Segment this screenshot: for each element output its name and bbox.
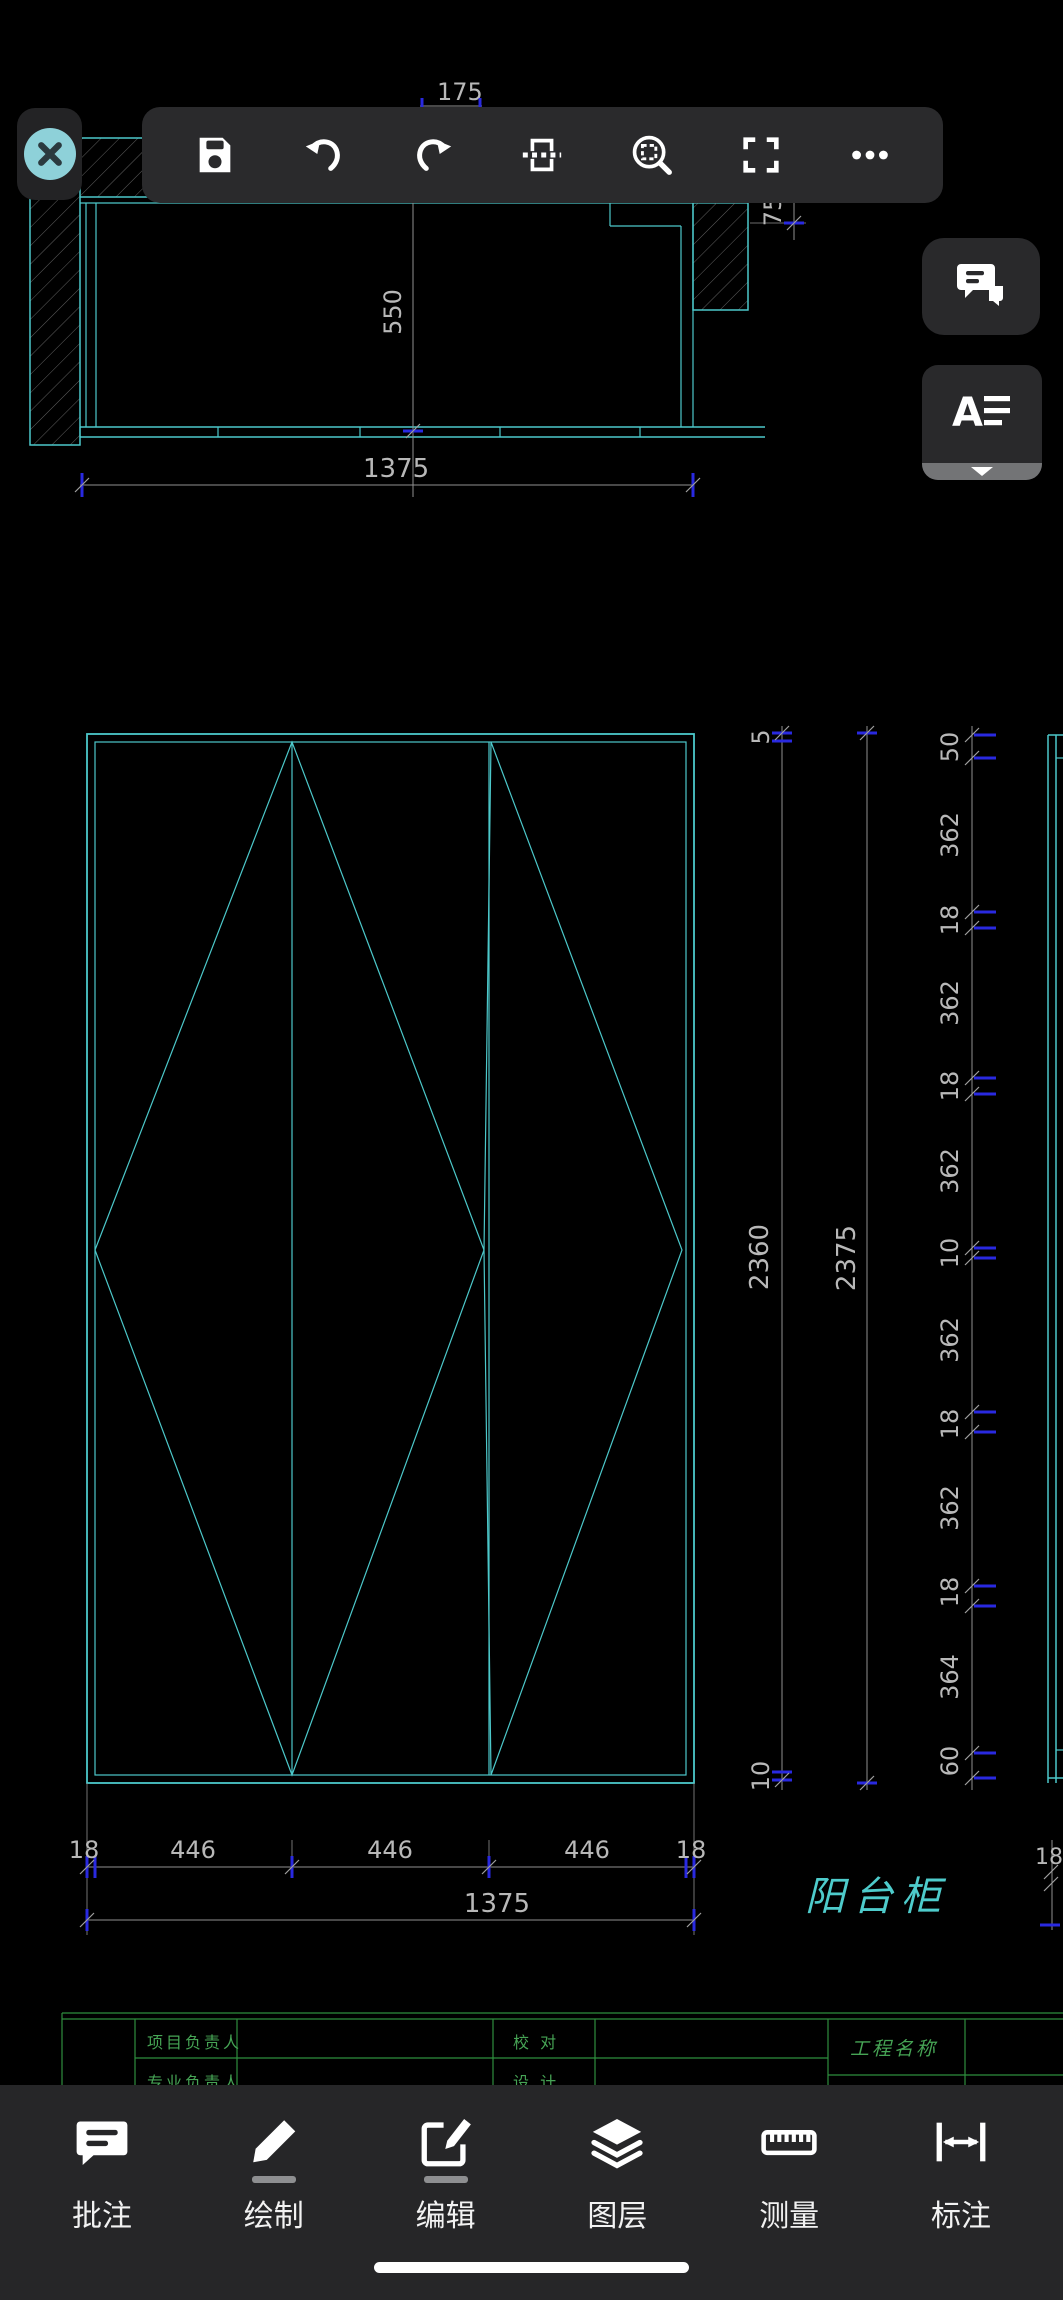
active-underbar: [423, 2176, 468, 2183]
text-style-icon: A: [952, 390, 1012, 439]
chain-dim: 10: [936, 1238, 964, 1269]
title-block-text: 项目负责人 专业负责人 校 对 设 计 工程名称: [147, 2033, 938, 2092]
dim-label: 446: [170, 1836, 216, 1864]
chain-dim: 18: [936, 1071, 964, 1102]
dim-line-2375: 2375: [832, 725, 877, 1791]
comments-button[interactable]: [922, 238, 1040, 335]
dim-label: 18: [1035, 1845, 1063, 1870]
edit-square-icon: [417, 2113, 475, 2176]
tool-edit[interactable]: 编辑: [388, 2085, 504, 2300]
chevron-down-icon: [971, 467, 993, 476]
chain-dim: 364: [936, 1654, 964, 1700]
tool-label: 测量: [759, 2200, 820, 2233]
dim-label: 18: [69, 1836, 100, 1864]
speech-bubbles-icon: [955, 260, 1007, 313]
dim-label: 175: [437, 78, 483, 106]
dim-chain-bottom: 18 446 446 446 18 1375: [69, 1783, 707, 1935]
tool-label: 标注: [930, 2200, 991, 2233]
style-dropdown-strip[interactable]: [922, 463, 1042, 480]
layers-icon: [588, 2113, 646, 2176]
redo-button[interactable]: [407, 129, 459, 181]
dim-label: 18: [676, 1836, 707, 1864]
chain-dim: 18: [936, 1409, 964, 1440]
zoom-window-button[interactable]: [626, 129, 678, 181]
edge-section-view: 18: [1035, 734, 1063, 1930]
elevation-view: [86, 733, 695, 1784]
tool-dimension[interactable]: 标注: [903, 2085, 1019, 2300]
chain-dim: 362: [936, 1317, 964, 1363]
svg-text:A: A: [952, 390, 983, 434]
dimension-icon: [932, 2113, 990, 2176]
pencil-icon: [245, 2113, 303, 2176]
chain-dim: 362: [936, 1485, 964, 1531]
dim-label: 2360: [745, 1224, 775, 1290]
svg-text:校 对: 校 对: [513, 2033, 559, 2052]
chain-dim: 50: [936, 732, 964, 763]
svg-text:工程名称: 工程名称: [850, 2038, 938, 2060]
drawing-caption: 阳台柜: [805, 1874, 949, 1920]
dim-label: 550: [379, 289, 407, 335]
fullscreen-button[interactable]: [735, 129, 787, 181]
tool-label: 图层: [587, 2200, 648, 2233]
close-icon: [23, 128, 76, 180]
tool-annotate[interactable]: 批注: [44, 2085, 160, 2300]
dim-chain-right: 50 362 18 362 18 362 10 362 18 362 18 36…: [936, 726, 996, 1790]
undo-button[interactable]: [298, 129, 350, 181]
tool-label: 编辑: [415, 2200, 476, 2233]
save-button[interactable]: [189, 129, 241, 181]
ruler-icon: [760, 2113, 818, 2176]
chain-dim: 362: [936, 980, 964, 1026]
dim-label: 10: [747, 1761, 775, 1792]
dim-line-2360: 5 2360 10: [745, 725, 792, 1792]
tool-label: 绘制: [243, 2200, 304, 2233]
more-button[interactable]: [844, 129, 896, 181]
title-block: [61, 2012, 1063, 2095]
chain-dim: 60: [936, 1746, 964, 1777]
chain-dim: 362: [936, 1148, 964, 1194]
svg-text:项目负责人: 项目负责人: [147, 2033, 242, 2052]
dim-label: 2375: [832, 1225, 862, 1291]
comment-icon: [73, 2113, 131, 2176]
tool-draw[interactable]: 绘制: [216, 2085, 332, 2300]
home-indicator[interactable]: [374, 2262, 689, 2273]
dim-label: 446: [564, 1836, 610, 1864]
active-underbar: [251, 2176, 296, 2183]
chain-dim: 362: [936, 812, 964, 858]
dim-label: 446: [367, 1836, 413, 1864]
section-break-button[interactable]: [516, 129, 568, 181]
close-button[interactable]: [17, 108, 82, 200]
tool-measure[interactable]: 测量: [731, 2085, 847, 2300]
chain-dim: 18: [936, 905, 964, 936]
top-toolbar: [142, 107, 943, 203]
tool-layers[interactable]: 图层: [559, 2085, 675, 2300]
text-style-button[interactable]: A: [922, 365, 1042, 480]
dim-label: 1375: [363, 454, 429, 484]
chain-dim: 18: [936, 1577, 964, 1608]
dim-label: 1375: [464, 1889, 530, 1919]
tool-label: 批注: [72, 2200, 132, 2233]
dim-label: 5: [747, 729, 775, 744]
